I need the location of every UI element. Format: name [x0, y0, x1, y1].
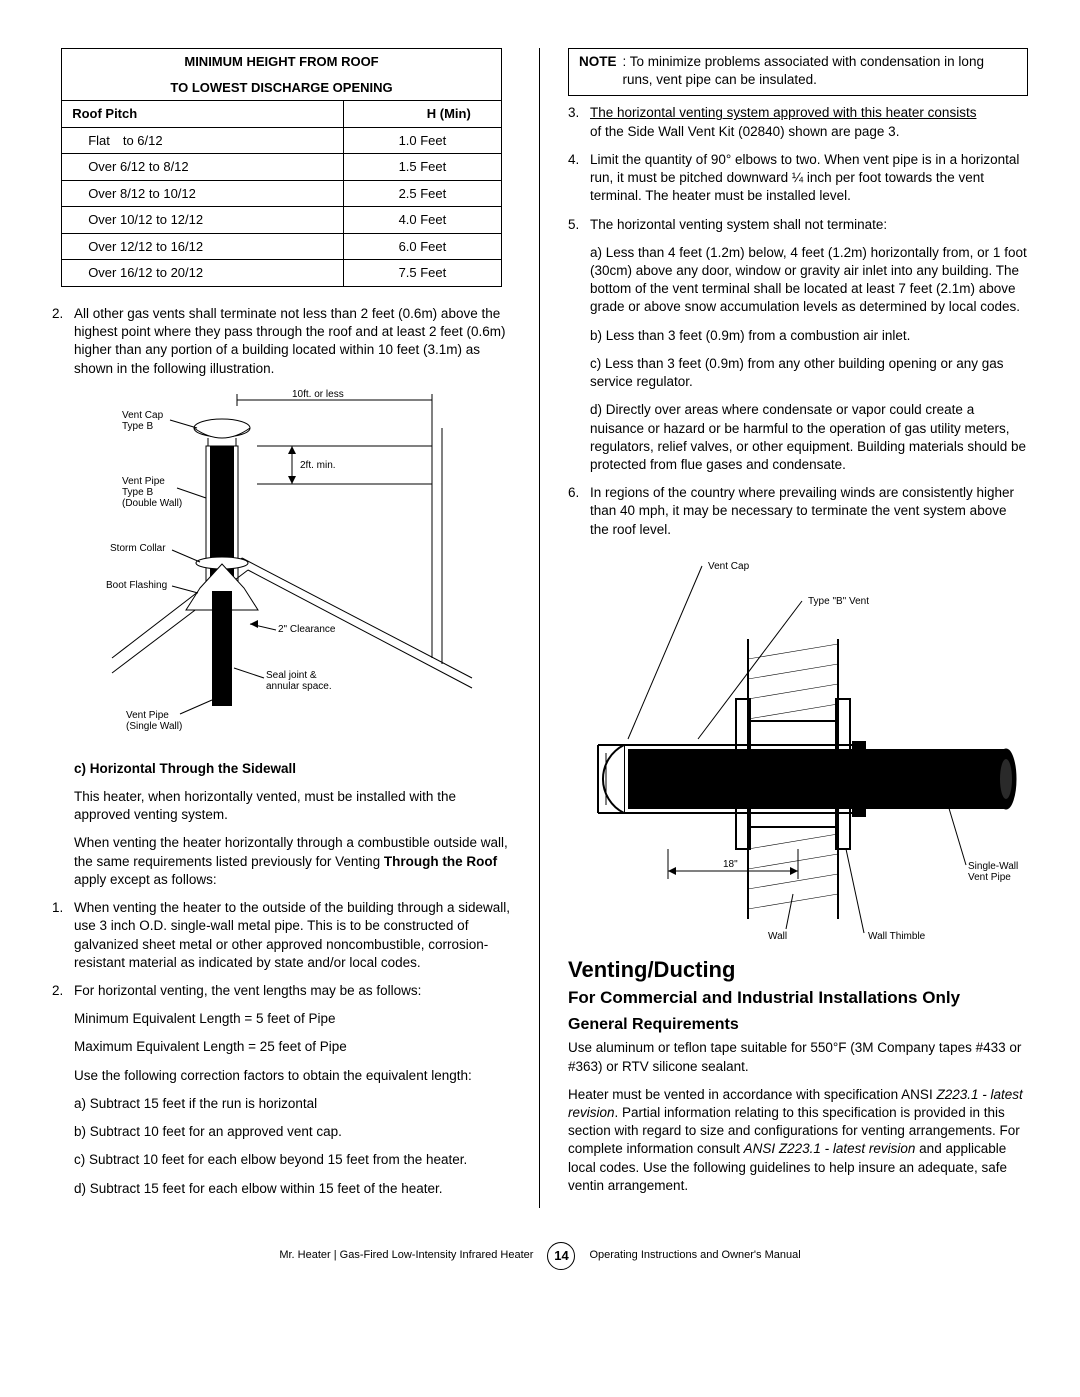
table-row: 7.5 Feet [344, 260, 502, 287]
list-item: 5.The horizontal venting system shall no… [568, 216, 1028, 234]
body-text: b) Less than 3 feet (0.9m) from a combus… [590, 327, 1028, 345]
page-number: 14 [547, 1242, 575, 1270]
svg-text:(Double Wall): (Double Wall) [122, 498, 182, 509]
svg-text:Type B: Type B [122, 487, 153, 498]
body-text: All other gas vents shall terminate not … [74, 305, 511, 378]
body-text: When venting the heater horizontally thr… [74, 834, 511, 889]
svg-text:annular space.: annular space. [266, 681, 332, 692]
label-10ft: 10ft. or less [292, 389, 344, 400]
table-row: Flat to 6/12 [62, 127, 344, 154]
body-text: Heater must be vented in accordance with… [568, 1086, 1028, 1195]
list-item: 4.Limit the quantity of 90° elbows to tw… [568, 151, 1028, 206]
subheading-general: General Requirements [568, 1014, 1028, 1036]
roof-vent-diagram: 10ft. or less Vent Cap Type B 2ft. min. … [82, 388, 482, 748]
note-box: NOTE : To minimize problems associated w… [568, 48, 1028, 96]
svg-text:Vent Pipe: Vent Pipe [126, 710, 169, 721]
list-item: 3. The horizontal venting system approve… [568, 104, 1028, 140]
body-text: c) Less than 3 feet (0.9m) from any othe… [590, 355, 1028, 391]
label-thimble: Wall Thimble [868, 931, 926, 942]
body-text: c) Subtract 10 feet for each elbow beyon… [74, 1151, 511, 1169]
label-boot: Boot Flashing [106, 580, 167, 591]
table-row: Over 8/12 to 10/12 [62, 180, 344, 207]
table-row: Over 10/12 to 12/12 [62, 207, 344, 234]
table-row: 2.5 Feet [344, 180, 502, 207]
body-text: Maximum Equivalent Length = 25 feet of P… [74, 1038, 511, 1056]
body-text: d) Subtract 15 feet for each elbow withi… [74, 1180, 511, 1198]
page-footer: Mr. Heater | Gas-Fired Low-Intensity Inf… [52, 1242, 1028, 1270]
label-18in: 18" [723, 859, 738, 870]
body-text: Use the following correction factors to … [74, 1067, 511, 1085]
label-2ft: 2ft. min. [300, 460, 336, 471]
label-storm: Storm Collar [110, 543, 166, 554]
footer-left: Mr. Heater | Gas-Fired Low-Intensity Inf… [279, 1248, 533, 1263]
subhead-c: c) Horizontal Through the Sidewall [74, 760, 511, 778]
label-wall: Wall [768, 931, 787, 942]
list-item: 2. All other gas vents shall terminate n… [52, 305, 511, 378]
col-hdr-h: H (Min) [344, 101, 502, 128]
body-text: Minimum Equivalent Length = 5 feet of Pi… [74, 1010, 511, 1028]
list-item: 1.When venting the heater to the outside… [52, 899, 511, 972]
table-row: 4.0 Feet [344, 207, 502, 234]
label-vent-cap: Vent Cap [708, 561, 750, 572]
table-row: Over 6/12 to 8/12 [62, 154, 344, 181]
wall-vent-diagram: Vent Cap Type "B" Vent [568, 549, 1028, 949]
roof-pitch-table: MINIMUM HEIGHT FROM ROOF TO LOWEST DISCH… [61, 48, 502, 287]
table-row: Over 16/12 to 20/12 [62, 260, 344, 287]
svg-text:(Single Wall): (Single Wall) [126, 721, 182, 732]
table-row: 1.5 Feet [344, 154, 502, 181]
table-row: 6.0 Feet [344, 233, 502, 260]
body-text: a) Less than 4 feet (1.2m) below, 4 feet… [590, 244, 1028, 317]
note-label: NOTE [579, 53, 623, 89]
list-item: 2.For horizontal venting, the vent lengt… [52, 982, 511, 1000]
body-text: This heater, when horizontally vented, m… [74, 788, 511, 824]
right-column: NOTE : To minimize problems associated w… [540, 48, 1028, 1208]
body-text: Use aluminum or teflon tape suitable for… [568, 1039, 1028, 1075]
body-text: a) Subtract 15 feet if the run is horizo… [74, 1095, 511, 1113]
left-column: MINIMUM HEIGHT FROM ROOF TO LOWEST DISCH… [52, 48, 540, 1208]
body-text: b) Subtract 10 feet for an approved vent… [74, 1123, 511, 1141]
subheading-commercial: For Commercial and Industrial Installati… [568, 987, 1028, 1008]
svg-text:Vent Pipe: Vent Pipe [968, 872, 1011, 883]
footer-right: Operating Instructions and Owner's Manua… [589, 1248, 800, 1263]
svg-text:Single-Wall: Single-Wall [968, 861, 1018, 872]
svg-text:Type B: Type B [122, 421, 153, 432]
note-text: : To minimize problems associated with c… [623, 53, 1017, 89]
table-title-2: TO LOWEST DISCHARGE OPENING [62, 75, 502, 101]
label-clearance: 2" Clearance [278, 624, 336, 635]
col-hdr-pitch: Roof Pitch [62, 101, 344, 128]
svg-text:Seal joint &: Seal joint & [266, 670, 317, 681]
svg-text:Vent Pipe: Vent Pipe [122, 476, 165, 487]
list-item: 6.In regions of the country where prevai… [568, 484, 1028, 539]
table-title-1: MINIMUM HEIGHT FROM ROOF [62, 49, 502, 75]
table-row: Over 12/12 to 16/12 [62, 233, 344, 260]
label-vent-cap: Vent Cap [122, 410, 164, 421]
table-row: 1.0 Feet [344, 127, 502, 154]
body-text: d) Directly over areas where condensate … [590, 401, 1028, 474]
heading-venting: Venting/Ducting [568, 955, 1028, 985]
label-typeb: Type "B" Vent [808, 596, 869, 607]
